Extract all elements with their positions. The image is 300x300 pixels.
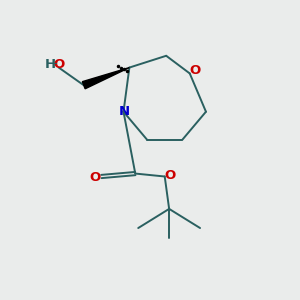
Text: N: N: [118, 105, 130, 118]
Text: O: O: [89, 171, 100, 184]
Text: -: -: [52, 58, 57, 70]
Text: O: O: [54, 58, 65, 70]
Text: O: O: [189, 64, 201, 77]
Text: H: H: [44, 58, 56, 70]
Polygon shape: [82, 68, 129, 89]
Text: O: O: [164, 169, 175, 182]
